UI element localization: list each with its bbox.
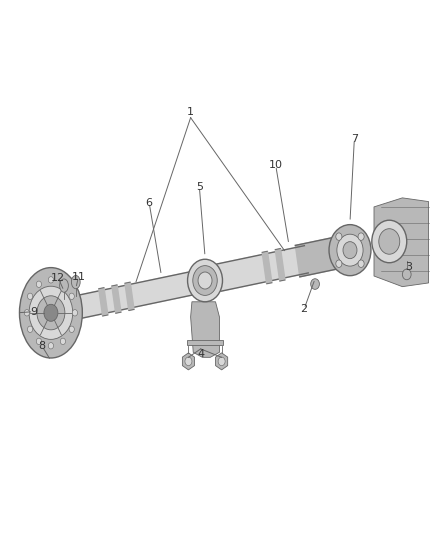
Circle shape [198,272,212,289]
Circle shape [193,265,217,295]
Text: 4: 4 [197,349,204,359]
Text: 2: 2 [300,304,308,314]
Circle shape [358,233,364,240]
Ellipse shape [60,279,68,292]
Circle shape [372,220,407,263]
Ellipse shape [19,268,82,358]
Circle shape [69,293,74,300]
Text: 11: 11 [71,272,85,282]
Circle shape [336,233,342,240]
Polygon shape [295,236,348,277]
Circle shape [60,281,66,287]
Polygon shape [262,251,272,284]
Circle shape [29,286,73,340]
Text: 8: 8 [39,341,46,351]
Circle shape [343,241,357,259]
Polygon shape [75,270,201,319]
Circle shape [379,229,400,254]
Circle shape [44,304,58,321]
Circle shape [28,293,33,300]
Polygon shape [182,353,194,370]
Circle shape [72,310,78,316]
Polygon shape [374,198,428,287]
Ellipse shape [71,276,80,289]
Polygon shape [215,353,228,370]
Polygon shape [276,248,285,281]
Circle shape [218,357,225,366]
Polygon shape [191,302,219,357]
Text: 12: 12 [51,273,65,283]
Circle shape [48,343,53,349]
Circle shape [329,224,371,276]
Circle shape [36,281,42,287]
Text: 10: 10 [269,160,283,171]
Circle shape [69,326,74,333]
Circle shape [28,326,33,333]
Text: 6: 6 [146,198,152,208]
Text: 5: 5 [196,182,203,192]
Polygon shape [217,246,308,291]
Circle shape [187,259,223,302]
Text: 3: 3 [406,262,413,271]
Polygon shape [112,285,121,313]
Circle shape [336,260,342,268]
Circle shape [403,269,411,280]
Circle shape [60,338,66,344]
Circle shape [337,234,363,266]
Circle shape [311,279,319,289]
Text: 9: 9 [30,306,37,317]
Circle shape [36,338,42,344]
Polygon shape [125,282,134,311]
Text: 7: 7 [351,134,358,144]
Text: 1: 1 [187,107,194,117]
Polygon shape [187,340,223,345]
Circle shape [48,277,53,283]
Circle shape [24,310,29,316]
Circle shape [37,296,65,330]
Polygon shape [99,288,108,316]
Circle shape [185,357,192,366]
Circle shape [358,260,364,268]
